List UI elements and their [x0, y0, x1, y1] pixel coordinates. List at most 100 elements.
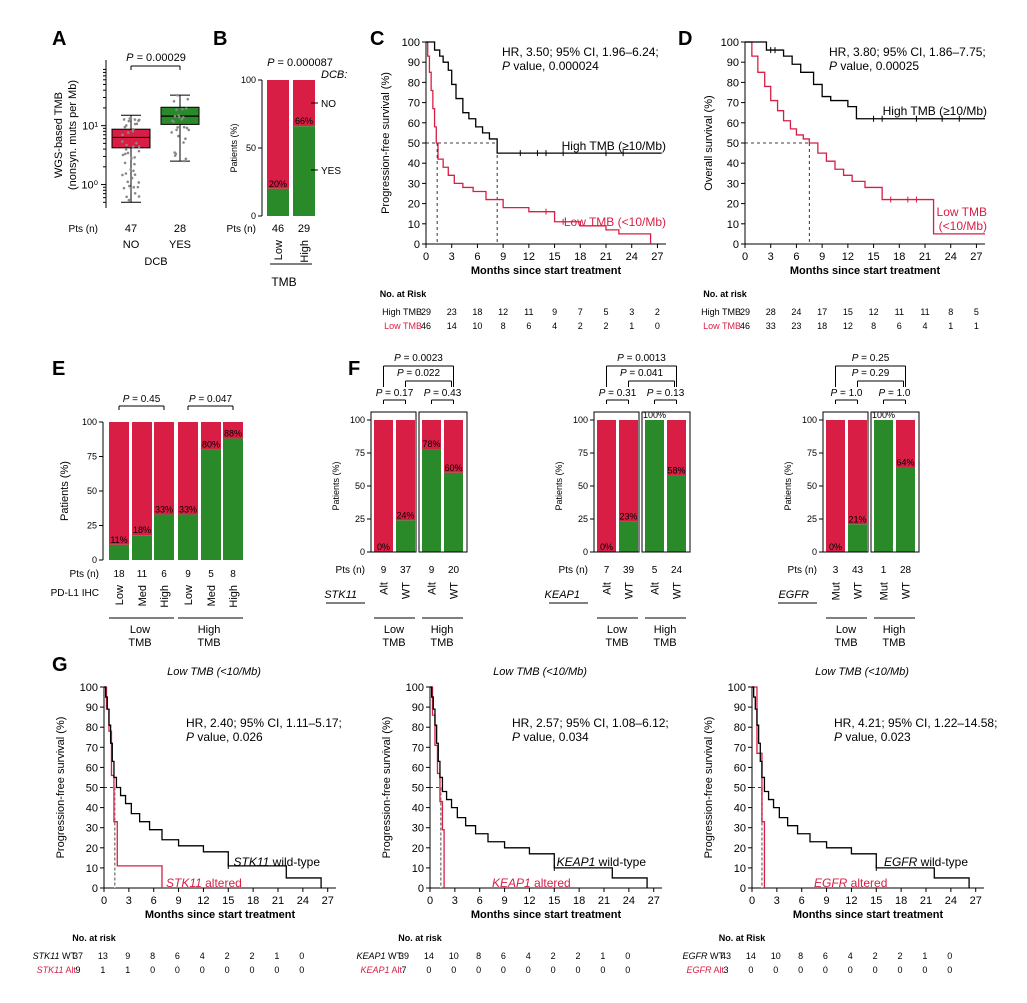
tick-label-d-x: 15: [867, 251, 879, 263]
bar-yes-f-stk11: [422, 449, 441, 552]
box-point: [136, 185, 140, 189]
ylabel-a-1: WGS-based TMB: [53, 92, 65, 178]
bar-category-b: High: [299, 240, 311, 263]
pts-count-f-egfr: 28: [900, 565, 912, 576]
risk-row-label-g-egfr: EGFR WT: [682, 951, 724, 961]
series-label-g-keap1-wt-rest: wild-type: [595, 855, 646, 869]
risk-count-g-stk11: 37: [73, 951, 83, 961]
group-frame-f-stk11: [370, 411, 417, 553]
risk-row-label-g-stk11-gene: STK11: [33, 951, 60, 961]
pvalue-f-egfr-p: P: [831, 388, 838, 399]
risk-row-label-c: High TMB: [382, 307, 422, 317]
group-label-f-stk11: High: [431, 624, 454, 636]
tick-label-g-stk11-x: 15: [222, 895, 234, 907]
risk-row-label-g-egfr-rest: WT: [708, 951, 725, 961]
tick-label-d-x: 24: [945, 251, 957, 263]
box-point: [184, 137, 187, 140]
group-label-f-stk11: Low: [384, 624, 404, 636]
bar-pct-label-f-keap1: 23%: [619, 512, 637, 522]
pvalue-a: P = 0.00029: [126, 52, 186, 64]
bar-category-e: High: [159, 585, 171, 608]
stats-g-egfr-2: P value, 0.023: [834, 730, 911, 744]
risk-count-g-keap1: 0: [625, 951, 630, 961]
bar-no-b: [293, 80, 315, 127]
tick-label-g-egfr-y: 0: [740, 883, 746, 895]
group-label-a: YES: [169, 239, 191, 251]
tick-label-c-y: 80: [408, 77, 420, 89]
pts-label-a: Pts (n): [69, 224, 98, 235]
pts-count-f-keap1: 24: [671, 565, 683, 576]
risk-count-c: 0: [655, 321, 660, 331]
bar-pct-label-e: 33%: [155, 504, 173, 514]
box-point: [121, 153, 125, 157]
risk-count-d: 8: [948, 307, 953, 317]
tick-label-g-egfr-y: 50: [734, 783, 746, 795]
tick-label-g-stk11-x: 3: [126, 895, 132, 907]
stats-c-2-p: P: [502, 59, 510, 73]
pvalue-f-egfr-rest: = 1.0: [837, 388, 863, 399]
tick-label-g-stk11-x: 18: [247, 895, 259, 907]
xlabel-g-keap1: Months since start treatment: [471, 909, 622, 921]
pvalue-f-egfr: P = 1.0: [831, 388, 863, 399]
box-point: [123, 161, 127, 165]
box-point: [126, 180, 130, 184]
pvalue-f-keap1-p: P: [647, 388, 654, 399]
box-point: [175, 128, 178, 132]
bar-no-f-keap1: [597, 420, 616, 552]
tick-label-g-egfr-x: 15: [870, 895, 882, 907]
tick-label-f-egfr: 25: [807, 514, 817, 524]
bar-pct-label-f-egfr: 0%: [829, 542, 842, 552]
risk-title-g-egfr: No. at Risk: [719, 933, 767, 943]
risk-count-c: 2: [578, 321, 583, 331]
risk-count-g-keap1: 6: [501, 951, 506, 961]
risk-count-g-stk11: 0: [200, 965, 205, 975]
pts-label-f-keap1: Pts (n): [559, 565, 588, 576]
tick-label-g-stk11-y: 20: [86, 843, 98, 855]
tick-label-d-y: 40: [727, 158, 739, 170]
group-label-f-egfr: TMB: [834, 637, 857, 649]
group-label-f-egfr: Low: [836, 624, 856, 636]
pvalue-mid-f-stk11-p: P: [397, 368, 404, 379]
risk-title-g-keap1: No. at risk: [398, 933, 443, 943]
tick-label-c-x: 12: [523, 251, 535, 263]
risk-count-g-egfr: 0: [823, 965, 828, 975]
risk-row-label-g-egfr: EGFR Alt: [686, 965, 724, 975]
tick-label-d-y: 90: [727, 57, 739, 69]
risk-count-g-keap1: 2: [575, 951, 580, 961]
box-point: [133, 118, 137, 121]
risk-count-g-stk11: 6: [175, 951, 180, 961]
bar-yes-e: [154, 514, 174, 560]
tick-label-c-y: 40: [408, 158, 420, 170]
subtitle-g-stk11: Low TMB (<10/Mb): [167, 666, 261, 678]
group-frame-f-stk11: [418, 411, 468, 553]
tick-label-g-keap1-y: 20: [412, 843, 424, 855]
risk-count-g-egfr: 0: [897, 965, 902, 975]
tick-label-d-x: 9: [819, 251, 825, 263]
risk-title-g-stk11: No. at risk: [72, 933, 117, 943]
pvalue-b-p: P: [267, 57, 275, 69]
risk-count-g-keap1: 7: [401, 965, 406, 975]
pvalue-f-keap1: P = 0.13: [647, 388, 685, 399]
tick-label-e: 25: [87, 521, 97, 531]
xlabel-a: DCB: [144, 256, 167, 268]
series-label-g-keap1-wt-gene: KEAP1: [557, 855, 596, 869]
stats-g-stk11-2-rest: value, 0.026: [194, 730, 263, 744]
stats-g-stk11-2: P value, 0.026: [186, 730, 263, 744]
series-label-g-keap1-alt: KEAP1 altered: [492, 876, 571, 890]
bar-category-e: Med: [206, 585, 218, 606]
tick-label-g-stk11-y: 50: [86, 783, 98, 795]
tick-label-d-x: 6: [793, 251, 799, 263]
risk-count-g-egfr: 0: [922, 965, 927, 975]
risk-count-d: 11: [920, 307, 929, 317]
pts-count-f-keap1: 39: [623, 565, 635, 576]
risk-count-g-keap1: 0: [575, 965, 580, 975]
tick-label-g-stk11-x: 0: [101, 895, 107, 907]
tick-label-g-stk11-y: 40: [86, 803, 98, 815]
box-no: [111, 128, 151, 149]
risk-count-g-keap1: 0: [476, 965, 481, 975]
pvalue-f-keap1: P = 0.31: [599, 388, 637, 399]
tick-label-g-egfr-y: 80: [734, 722, 746, 734]
group-frame-f-egfr: [870, 411, 920, 553]
series-label-g-keap1-alt-gene: KEAP1: [492, 876, 531, 890]
pvalue-top-f-keap1-rest: = 0.0013: [624, 353, 666, 364]
